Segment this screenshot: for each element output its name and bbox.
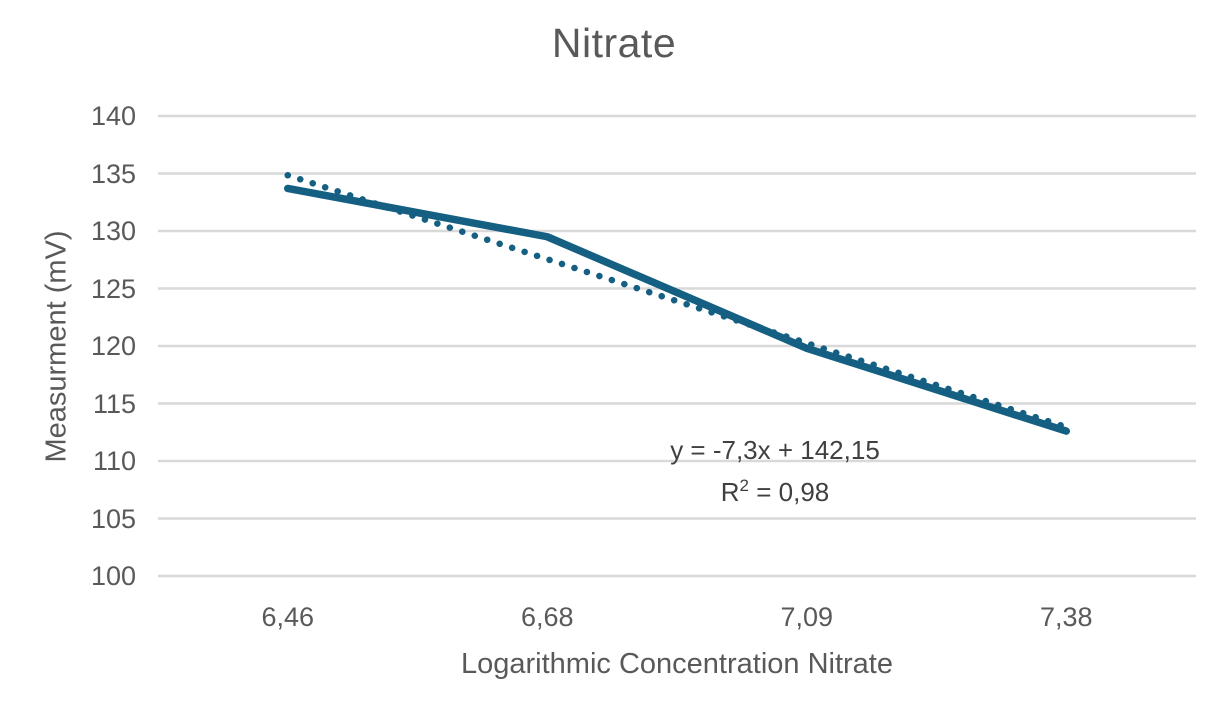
y-tick-label: 125	[90, 273, 136, 304]
y-tick-label: 100	[90, 561, 136, 591]
y-tick-label: 130	[90, 216, 136, 246]
series-line	[284, 184, 1070, 435]
trendline-annotation: y = -7,3x + 142,15 R2 = 0,98	[555, 432, 995, 510]
x-tick-label: 6,46	[261, 602, 315, 632]
y-tick-label: 110	[92, 446, 136, 476]
trendline-r-squared: R2 = 0,98	[720, 476, 830, 507]
trendline-equation: y = -7,3x + 142,15	[670, 435, 880, 465]
y-tick-label: 105	[90, 503, 136, 534]
y-tick-label: 115	[92, 388, 136, 419]
chart-title: Nitrate	[551, 20, 677, 66]
y-axis-title-text: Measurment (mV)	[40, 230, 73, 463]
trendline-dotted	[284, 171, 1070, 431]
y-tick-label: 120	[90, 331, 136, 361]
x-tick-label: 6,68	[520, 602, 574, 632]
y-tick-label: 135	[90, 158, 136, 189]
x-tick-label: 7,38	[1039, 602, 1093, 632]
x-axis-title: Logarithmic Concentration Nitrate	[461, 648, 893, 680]
y-tick-label: 140	[90, 101, 136, 131]
x-tick-label: 7,09	[780, 602, 834, 632]
